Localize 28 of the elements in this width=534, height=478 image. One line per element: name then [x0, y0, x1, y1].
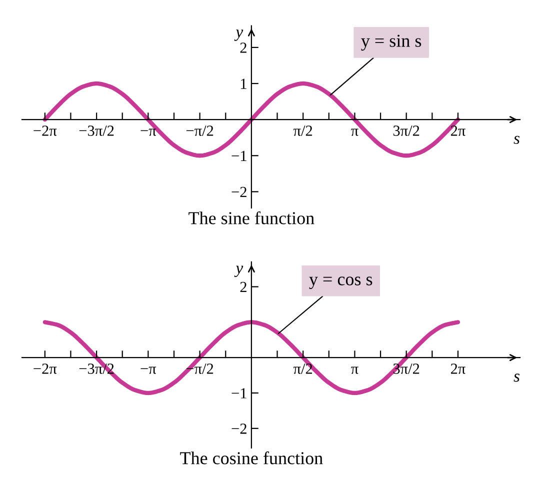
- text: The sine function: [188, 211, 314, 224]
- x-tick-label: π/2: [293, 364, 312, 374]
- x-axis-title: s: [514, 374, 520, 382]
- x-tick-label: −3π/2: [79, 126, 114, 136]
- y-tick-label: 2: [240, 282, 246, 292]
- x-tick-label: 3π/2: [393, 126, 420, 136]
- annotation: y = cos s: [309, 276, 372, 290]
- x-tick-label: −π/2: [186, 126, 214, 136]
- y-tick-label: −1: [232, 150, 246, 161]
- y-tick-label: 2: [240, 42, 246, 53]
- y-tick-label: 1: [240, 78, 246, 89]
- annotation: y = sin s: [361, 34, 422, 51]
- y-tick-label: −2: [232, 186, 246, 197]
- x-axis-title: s: [514, 136, 520, 144]
- x-tick-label: π: [351, 128, 358, 136]
- y-tick-label: −2: [232, 424, 246, 434]
- x-tick-label: −π: [140, 128, 156, 136]
- x-tick-label: −2π: [34, 126, 57, 136]
- x-tick-label: 2π: [450, 364, 466, 374]
- x-tick-label: π: [351, 366, 358, 374]
- text: The cosine function: [180, 451, 323, 464]
- x-tick-label: −π: [140, 366, 156, 374]
- y-axis-title: y: [234, 266, 244, 278]
- y-axis-title: y: [234, 30, 244, 41]
- x-tick-label: 2π: [450, 126, 466, 136]
- y-tick-label: −1: [232, 388, 246, 398]
- x-tick-label: π/2: [293, 126, 312, 136]
- x-tick-label: −2π: [34, 364, 57, 374]
